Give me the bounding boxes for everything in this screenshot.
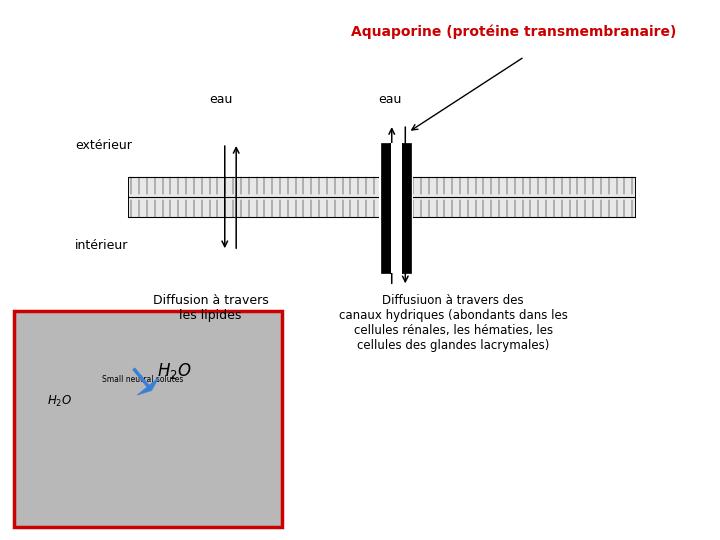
Text: Diffusiuon à travers des
canaux hydriques (abondants dans les
cellules rénales, : Diffusiuon à travers des canaux hydrique… (338, 294, 567, 352)
Bar (402, 143, 411, 273)
Text: $H_2O$: $H_2O$ (158, 361, 192, 381)
Bar (128, 177, 635, 197)
Text: Small neutral solutes: Small neutral solutes (102, 375, 184, 384)
Bar (128, 197, 635, 217)
Bar (379, 176, 413, 218)
Text: Aquaporine (protéine transmembranaire): Aquaporine (protéine transmembranaire) (351, 24, 677, 39)
Bar (390, 143, 402, 273)
Bar (381, 143, 390, 273)
Text: $H_2O$: $H_2O$ (48, 394, 72, 409)
Text: extérieur: extérieur (75, 139, 132, 152)
Text: eau: eau (379, 93, 402, 106)
Text: Diffusion à travers
les lipides: Diffusion à travers les lipides (153, 294, 269, 322)
Text: intérieur: intérieur (75, 239, 128, 252)
Bar (14, 310, 282, 526)
Text: eau: eau (210, 93, 233, 106)
